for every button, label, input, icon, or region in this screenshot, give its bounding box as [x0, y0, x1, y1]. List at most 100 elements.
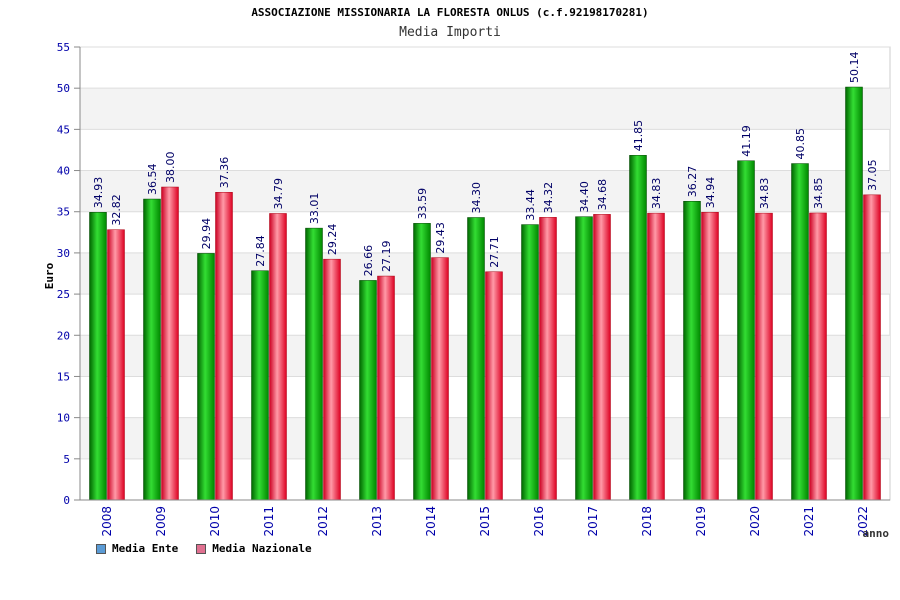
data-label: 29.43 — [434, 222, 447, 254]
bar-media-ente — [845, 86, 863, 501]
x-tick-label: 2020 — [748, 506, 762, 537]
grid-band — [80, 88, 890, 130]
bar-media-nazionale — [269, 213, 287, 501]
legend-swatch-ente — [96, 543, 106, 554]
data-label: 33.44 — [524, 189, 537, 221]
data-label: 36.54 — [146, 164, 159, 196]
bar-media-ente — [521, 224, 539, 501]
bar-media-ente — [197, 253, 215, 501]
legend-entry-ente: Media Ente — [96, 542, 178, 555]
legend-swatch-nazionale — [196, 543, 207, 554]
x-axis-label: anno — [863, 527, 890, 540]
bar-media-nazionale — [107, 229, 125, 501]
data-label: 41.19 — [740, 125, 753, 157]
y-tick-label: 0 — [63, 494, 70, 507]
grid-band — [80, 335, 890, 377]
bar-media-ente — [467, 217, 485, 501]
data-label: 34.30 — [470, 182, 483, 214]
data-label: 36.27 — [686, 166, 699, 198]
grid-band — [80, 252, 890, 295]
bar-media-nazionale — [539, 217, 557, 501]
bar-media-ente — [791, 163, 809, 501]
data-label: 41.85 — [632, 120, 645, 152]
chart-title: ASSOCIAZIONE MISSIONARIA LA FLORESTA ONL… — [251, 6, 649, 19]
bar-media-nazionale — [647, 212, 665, 501]
data-label: 27.71 — [488, 236, 501, 268]
y-tick-label: 55 — [57, 41, 70, 54]
y-tick-label: 45 — [57, 123, 70, 136]
y-tick-label: 30 — [57, 247, 70, 260]
bar-media-ente — [683, 201, 701, 501]
legend-entry-nazionale: Media Nazionale — [196, 542, 312, 555]
data-label: 26.66 — [362, 245, 375, 277]
x-tick-label: 2013 — [370, 506, 384, 537]
bar-media-nazionale — [323, 258, 341, 501]
x-tick-label: 2018 — [640, 506, 654, 537]
bar-media-ente — [251, 270, 269, 501]
grid-band — [80, 170, 890, 212]
bar-media-ente — [737, 160, 755, 501]
data-label: 40.85 — [794, 128, 807, 160]
data-label: 27.19 — [380, 241, 393, 273]
bar-media-ente — [89, 212, 107, 501]
data-label: 34.85 — [812, 177, 825, 209]
bar-media-ente — [413, 223, 431, 501]
data-label: 34.83 — [758, 178, 771, 210]
y-tick-label: 25 — [57, 288, 70, 301]
bar-media-ente — [575, 216, 593, 501]
y-tick-label: 50 — [57, 82, 70, 95]
data-label: 38.00 — [164, 152, 177, 184]
data-label: 29.24 — [326, 224, 339, 256]
x-tick-label: 2021 — [802, 506, 816, 537]
bar-media-nazionale — [215, 192, 233, 501]
x-tick-label: 2017 — [586, 506, 600, 537]
data-label: 50.14 — [848, 52, 861, 84]
bar-media-nazionale — [863, 194, 881, 501]
data-label: 34.68 — [596, 179, 609, 211]
data-label: 37.36 — [218, 157, 231, 189]
data-label: 34.83 — [650, 178, 663, 210]
data-label: 27.84 — [254, 235, 267, 267]
bar-media-ente — [305, 227, 323, 501]
y-tick-label: 35 — [57, 206, 70, 219]
x-tick-label: 2011 — [262, 506, 276, 537]
bar-media-ente — [359, 280, 377, 501]
legend-label-nazionale: Media Nazionale — [212, 542, 312, 555]
bar-media-nazionale — [701, 211, 719, 501]
data-label: 29.94 — [200, 218, 213, 250]
bar-media-ente — [629, 155, 647, 501]
data-label: 34.94 — [704, 177, 717, 209]
bar-media-nazionale — [485, 271, 503, 501]
chart-subtitle: Media Importi — [399, 25, 501, 40]
data-label: 34.79 — [272, 178, 285, 210]
bar-media-ente — [143, 198, 161, 501]
bar-media-nazionale — [161, 186, 179, 501]
data-label: 32.82 — [110, 194, 123, 226]
x-tick-label: 2016 — [532, 506, 546, 537]
bar-media-nazionale — [809, 212, 827, 501]
y-tick-label: 15 — [57, 370, 70, 383]
data-label: 34.93 — [92, 177, 105, 209]
x-tick-label: 2012 — [316, 506, 330, 537]
x-tick-label: 2019 — [694, 506, 708, 537]
y-tick-label: 10 — [57, 412, 70, 425]
y-tick-label: 40 — [57, 165, 70, 178]
data-label: 33.59 — [416, 188, 429, 220]
legend: Media Ente Media Nazionale — [96, 542, 312, 555]
x-tick-label: 2010 — [208, 506, 222, 537]
bar-media-nazionale — [755, 212, 773, 501]
x-tick-label: 2022 — [856, 506, 870, 537]
y-axis-label: Euro — [43, 262, 56, 289]
bar-media-nazionale — [431, 257, 449, 501]
x-tick-label: 2014 — [424, 506, 438, 537]
bar-media-nazionale — [593, 214, 611, 501]
y-tick-label: 20 — [57, 329, 70, 342]
y-tick-label: 5 — [63, 453, 70, 466]
grid-band — [80, 417, 890, 459]
bar-media-nazionale — [377, 275, 395, 501]
x-tick-label: 2015 — [478, 506, 492, 537]
data-label: 34.32 — [542, 182, 555, 214]
data-label: 33.01 — [308, 193, 321, 225]
x-tick-label: 2008 — [100, 506, 114, 537]
